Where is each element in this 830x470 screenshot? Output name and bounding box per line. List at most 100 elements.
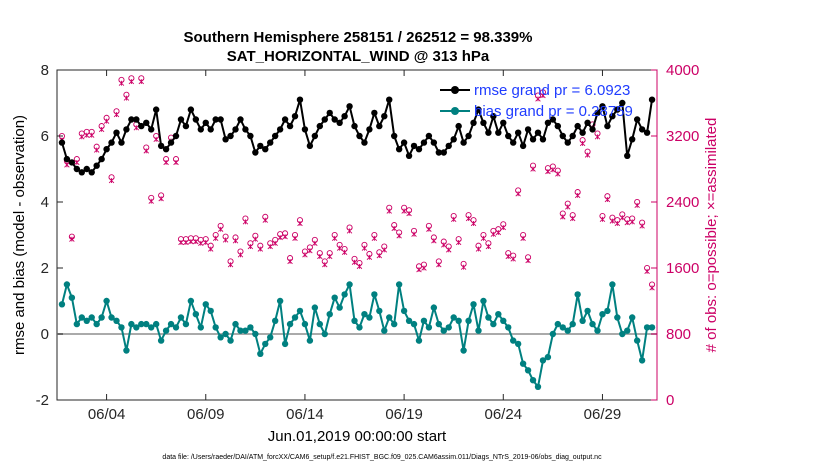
rmse-point xyxy=(192,116,200,123)
rmse-point xyxy=(529,136,537,143)
obs-assimilated-point xyxy=(208,246,214,252)
bias-point xyxy=(475,327,482,334)
obs-assimilated-point xyxy=(520,235,526,242)
bias-point xyxy=(614,314,621,321)
obs-assimilated-point xyxy=(128,78,135,85)
rmse-point xyxy=(514,129,522,136)
bias-point xyxy=(430,304,438,311)
obs-assimilated-point xyxy=(79,134,85,140)
rmse-point xyxy=(509,139,517,146)
bias-point xyxy=(386,314,393,321)
obs-assimilated-point xyxy=(203,239,209,246)
rmse-point xyxy=(281,116,289,123)
rmse-point xyxy=(519,142,527,150)
legend: rmse grand pr = 6.0923 bias grand pr = 0… xyxy=(440,82,633,120)
rmse-point xyxy=(549,116,557,123)
obs-assimilated-point xyxy=(436,261,442,268)
bias-point xyxy=(321,330,328,338)
obs-assimilated-point xyxy=(302,252,308,258)
rmse-point xyxy=(638,126,646,133)
rmse-point xyxy=(187,106,195,113)
bias-point xyxy=(371,291,378,298)
obs-assimilated-point xyxy=(108,177,115,184)
rmse-point xyxy=(579,129,586,136)
obs-assimilated-point xyxy=(98,126,105,133)
bias-point xyxy=(500,317,507,324)
obs-assimilated-point xyxy=(584,152,591,158)
obs-assimilated-point xyxy=(331,235,338,242)
rmse-point xyxy=(207,126,214,133)
bias-point xyxy=(505,324,512,331)
obs-assimilated-point xyxy=(371,235,378,242)
bias-point xyxy=(519,360,527,367)
rmse-point xyxy=(643,129,651,136)
y-left-tick-label: 0 xyxy=(41,326,49,343)
obs-assimilated-point xyxy=(64,162,70,168)
rmse-point xyxy=(326,109,333,117)
rmse-point xyxy=(108,139,115,146)
bias-point xyxy=(113,317,120,324)
bias-point xyxy=(267,334,274,341)
obs-assimilated-point xyxy=(609,218,616,224)
obs-assimilated-point xyxy=(416,266,422,273)
bias-point xyxy=(395,281,403,288)
rmse-point xyxy=(296,96,304,103)
rmse-point xyxy=(162,146,170,153)
bias-point xyxy=(336,304,343,311)
bias-point xyxy=(108,314,115,321)
bias-point xyxy=(351,317,358,324)
bias-point xyxy=(564,327,571,334)
rmse-point xyxy=(500,119,507,127)
bias-point xyxy=(544,353,552,361)
rmse-point xyxy=(227,132,234,140)
obs-assimilated-point xyxy=(257,246,264,252)
bias-point xyxy=(604,307,611,315)
rmse-point xyxy=(172,132,180,140)
bias-point xyxy=(212,324,219,331)
bias-point xyxy=(326,311,333,318)
bias-point xyxy=(574,291,581,298)
bias-point xyxy=(281,340,289,348)
y-right-tick-label: 3200 xyxy=(666,128,699,145)
bias-point xyxy=(118,324,125,331)
rmse-point xyxy=(133,116,140,123)
obs-assimilated-point xyxy=(232,238,239,244)
obs-assimilated-point xyxy=(381,247,387,253)
bias-point xyxy=(470,301,477,308)
obs-assimilated-point xyxy=(431,238,437,244)
bias-point xyxy=(390,320,398,328)
bias-point xyxy=(579,317,586,324)
obs-assimilated-point xyxy=(376,252,383,259)
bias-point xyxy=(405,317,413,324)
rmse-point xyxy=(455,122,462,130)
bias-point xyxy=(624,327,631,334)
bias-point xyxy=(68,294,76,301)
bias-point xyxy=(539,357,547,364)
rmse-point xyxy=(271,132,279,140)
obs-assimilated-point xyxy=(158,195,164,202)
bias-point xyxy=(450,314,457,321)
y-left-tick-label: 8 xyxy=(41,62,49,79)
bias-point xyxy=(495,311,502,318)
bias-point xyxy=(78,314,85,321)
rmse-point xyxy=(242,126,249,133)
rmse-point xyxy=(470,119,477,127)
obs-assimilated-point xyxy=(455,239,462,246)
bias-point xyxy=(63,281,71,288)
bias-point xyxy=(480,297,487,305)
obs-assimilated-point xyxy=(247,243,254,250)
rmse-point xyxy=(445,142,452,150)
bias-point xyxy=(83,317,90,324)
y-right-tick-label: 2400 xyxy=(666,194,699,211)
bias-point xyxy=(440,327,447,334)
rmse-point xyxy=(301,126,309,133)
bias-point xyxy=(633,337,641,344)
rmse-point xyxy=(232,126,239,133)
obs-assimilated-point xyxy=(183,239,189,246)
obs-assimilated-point xyxy=(391,225,397,232)
rmse-point xyxy=(237,116,244,123)
rmse-point xyxy=(420,139,428,146)
bias-point xyxy=(435,320,443,328)
obs-assimilated-point xyxy=(327,253,333,260)
rmse-point xyxy=(351,122,358,130)
